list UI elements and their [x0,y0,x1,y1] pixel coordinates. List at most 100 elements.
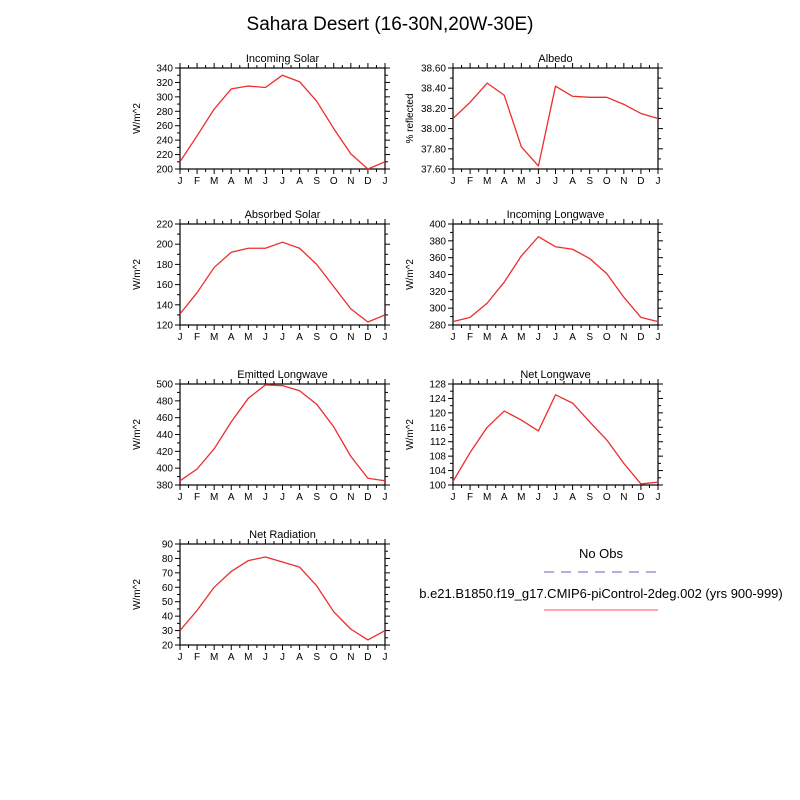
month-tick-label: M [244,176,252,187]
y-tick-label: 80 [162,554,174,565]
month-tick-label: F [467,176,473,187]
month-tick-label: J [383,332,388,343]
month-tick-label: S [313,652,320,663]
month-tick-label: D [637,332,644,343]
axis-ticks [448,63,663,174]
month-tick-label: J [178,492,183,503]
month-tick-label: M [210,492,218,503]
month-tick-label: O [330,492,338,503]
plot-frame [179,543,386,646]
plot-frame [452,223,659,326]
y-tick-label: 124 [429,394,446,405]
month-tick-label: F [194,176,200,187]
y-tick-label: 50 [162,597,174,608]
month-tick-label: A [569,176,576,187]
month-tick-label: J [280,652,285,663]
data-curve [452,82,659,167]
month-tick-label: O [603,492,611,503]
axis-ticks [175,379,390,490]
month-tick-label: D [364,652,371,663]
panel-albedo: Albedo% reflected J F M A M J J A S O N D J 37.60 37.80… [398,52,683,192]
month-tick-label: J [178,332,183,343]
month-tick-label: J [451,492,456,503]
y-axis-label: % reflected [405,93,416,143]
month-tick-label: S [313,332,320,343]
y-tick-label: 220 [156,220,173,231]
month-tick-label: J [536,176,541,187]
month-tick-label: O [603,332,611,343]
y-axis-label: W/m^2 [132,103,143,134]
month-tick-label: S [313,492,320,503]
panel-title: Emitted Longwave [237,369,328,381]
y-tick-label: 320 [156,78,173,89]
month-tick-label: A [228,332,235,343]
y-axis-label: W/m^2 [132,419,143,450]
axis-ticks [448,219,663,330]
y-axis-label: W/m^2 [405,419,416,450]
month-tick-label: A [228,652,235,663]
y-axis-label: W/m^2 [405,259,416,290]
month-tick-label: J [553,492,558,503]
month-tick-label: N [347,176,354,187]
y-tick-label: 360 [429,253,446,264]
legend-no-obs-line [544,571,658,573]
month-tick-label: M [210,332,218,343]
panel-title: Incoming Solar [246,53,320,65]
month-tick-label: M [483,176,491,187]
month-tick-label: S [586,332,593,343]
legend: No Obs b.e21.B1850.f19_g17.CMIP6-piContr… [410,546,792,611]
month-tick-label: J [553,332,558,343]
y-axis-label: W/m^2 [132,259,143,290]
panel-title: Net Radiation [249,529,316,541]
y-tick-label: 340 [429,270,446,281]
month-tick-label: M [210,176,218,187]
month-tick-label: M [483,492,491,503]
plot-frame [179,223,386,326]
month-tick-label: F [194,652,200,663]
y-tick-label: 380 [429,236,446,247]
legend-case-label: b.e21.B1850.f19_g17.CMIP6-piControl-2deg… [419,586,783,601]
y-tick-label: 160 [156,280,173,291]
month-tick-label: N [347,332,354,343]
y-tick-label: 70 [162,568,174,579]
y-tick-label: 38.60 [421,64,446,75]
y-tick-label: 90 [162,540,174,551]
month-tick-label: S [586,492,593,503]
y-tick-label: 260 [156,121,173,132]
y-tick-label: 340 [156,64,173,75]
y-tick-label: 120 [429,408,446,419]
month-tick-label: J [383,176,388,187]
panel-title: Incoming Longwave [507,209,605,221]
month-tick-label: A [569,332,576,343]
month-tick-label: D [637,492,644,503]
data-curve [179,241,386,323]
month-tick-label: N [347,492,354,503]
y-tick-label: 420 [156,447,173,458]
month-tick-label: F [194,492,200,503]
y-tick-label: 108 [429,452,446,463]
y-tick-label: 116 [430,423,446,434]
plot-frame [179,383,386,486]
y-tick-label: 500 [156,380,173,391]
month-tick-label: J [656,176,661,187]
y-tick-label: 280 [156,107,173,118]
y-tick-label: 112 [430,437,446,448]
month-tick-label: F [194,332,200,343]
month-tick-label: N [620,176,627,187]
month-tick-label: A [501,492,508,503]
month-tick-label: A [501,332,508,343]
panel-emitted-longwave: Emitted Longwave W/m^2 J F M A M J J A S O N D J 380 400… [125,368,410,508]
y-tick-label: 100 [429,481,446,492]
y-tick-label: 480 [156,396,173,407]
month-tick-label: J [178,176,183,187]
plot-frame [452,67,659,170]
month-tick-label: A [296,652,303,663]
y-tick-label: 40 [162,612,174,623]
panel-title: Absorbed Solar [245,209,321,221]
